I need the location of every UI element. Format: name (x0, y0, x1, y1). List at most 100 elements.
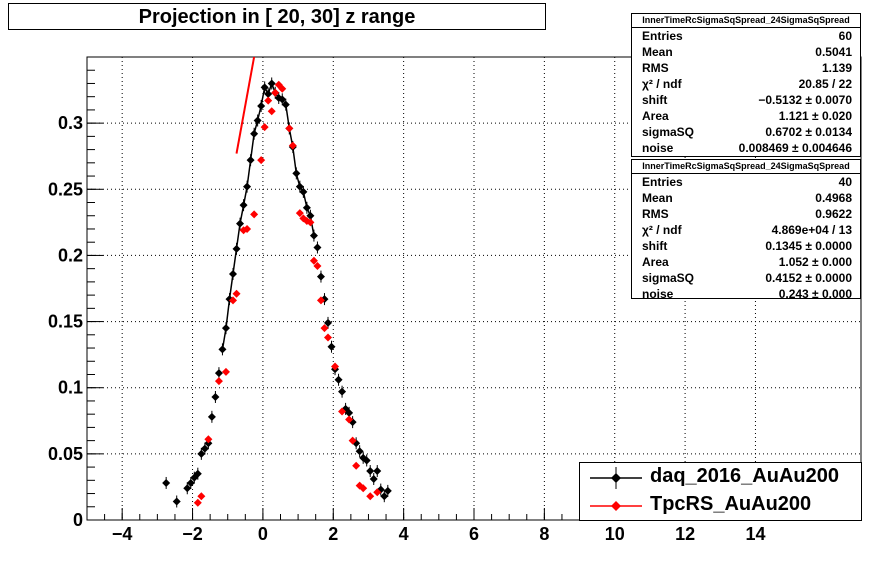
data-point (246, 156, 255, 165)
stats-value: 4.869e+04 / 13 (771, 223, 852, 237)
stats-value: 20.85 / 22 (798, 77, 852, 91)
data-point (299, 187, 308, 196)
data-point (366, 467, 375, 476)
data-point (193, 498, 202, 507)
stats-box-daq: InnerTimeRcSigmaSqSpread_24SigmaSqSpread… (631, 13, 861, 157)
data-point (197, 492, 206, 501)
stats-value: −0.5132 ± 0.0070 (758, 93, 852, 107)
stats-row: noise 0.243 ± 0.000 (632, 286, 860, 302)
y-axis: 0 0.05 0.1 0.15 0.2 0.25 0.3 (48, 56, 103, 530)
stats-header: InnerTimeRcSigmaSqSpread_24SigmaSqSpread (632, 14, 860, 28)
data-point (232, 289, 241, 298)
data-point (316, 296, 325, 305)
x-tick-label: 12 (675, 524, 695, 544)
data-point (302, 203, 311, 212)
stats-key: RMS (642, 207, 669, 221)
stats-key: Mean (642, 191, 673, 205)
legend-label-daq: daq_2016_AuAu200 (650, 465, 839, 487)
stats-key: Area (642, 109, 669, 123)
data-point (172, 497, 181, 506)
y-tick-label: 0 (73, 510, 83, 530)
data-point (214, 369, 223, 378)
data-point (278, 95, 287, 104)
stats-value: 1.121 ± 0.020 (778, 109, 852, 123)
stats-row: sigmaSQ 0.4152 ± 0.0000 (632, 270, 860, 286)
stats-value: 0.1345 ± 0.0000 (765, 239, 852, 253)
stats-header: InnerTimeRcSigmaSqSpread_24SigmaSqSpread (632, 160, 860, 174)
data-point (309, 231, 318, 240)
data-point (264, 90, 273, 99)
stats-value: 60 (838, 29, 852, 43)
data-point (383, 486, 392, 495)
data-point (352, 461, 361, 470)
data-point (366, 492, 375, 501)
data-point (218, 345, 227, 354)
data-point (162, 478, 171, 487)
data-point (243, 224, 252, 233)
stats-row: shift −0.5132 ± 0.0070 (632, 92, 860, 108)
stats-key: Entries (642, 175, 683, 189)
x-tick-label: 2 (328, 524, 338, 544)
data-point (334, 375, 343, 384)
stats-key: shift (642, 239, 668, 253)
stats-row: RMS 1.139 (632, 60, 860, 76)
data-point (271, 88, 280, 97)
stats-key: Entries (642, 29, 683, 43)
y-tick-label: 0.3 (58, 113, 83, 133)
x-tick-label: 6 (469, 524, 479, 544)
data-point (214, 377, 223, 386)
stats-row: RMS 0.9622 (632, 206, 860, 222)
stats-key: sigmaSQ (642, 271, 695, 285)
series-layer (162, 56, 392, 508)
stats-value: 0.5041 (815, 45, 852, 59)
legend-entry-tpcrs: TpcRS_AuAu200 (580, 492, 861, 520)
data-point (369, 474, 378, 483)
x-tick-label: 4 (399, 524, 409, 544)
data-point (229, 296, 238, 305)
data-point (331, 362, 340, 371)
stats-key: noise (642, 287, 674, 301)
stats-key: sigmaSQ (642, 125, 695, 139)
data-point (243, 182, 252, 191)
data-point (221, 367, 230, 376)
legend-marker-daq (590, 467, 642, 489)
stats-key: χ² / ndf (642, 223, 682, 237)
data-point (323, 333, 332, 342)
data-point (345, 408, 354, 417)
data-point (316, 272, 325, 281)
data-point (267, 107, 276, 116)
stats-value: 0.9622 (815, 207, 852, 221)
data-point (183, 484, 192, 493)
data-point (260, 123, 269, 132)
data-point (306, 218, 315, 227)
stats-row: Entries 40 (632, 174, 860, 190)
data-point (338, 387, 347, 396)
data-point (309, 256, 318, 265)
stats-row: noise 0.008469 ± 0.004646 (632, 140, 860, 156)
data-point (232, 244, 241, 253)
x-tick-label: 8 (539, 524, 549, 544)
data-point (373, 467, 382, 476)
data-point (327, 342, 336, 351)
data-point (186, 478, 195, 487)
y-tick-label: 0.15 (48, 312, 83, 332)
stats-row: Entries 60 (632, 28, 860, 44)
stats-value: 40 (838, 175, 852, 189)
data-point (295, 182, 304, 191)
data-point (288, 141, 297, 150)
data-point (239, 201, 248, 210)
data-point (281, 100, 290, 109)
data-point (253, 116, 262, 125)
data-point (257, 101, 266, 110)
data-point (338, 407, 347, 416)
data-point (207, 412, 216, 421)
stats-row: Area 1.052 ± 0.000 (632, 254, 860, 270)
data-point (250, 210, 259, 219)
stats-value: 1.052 ± 0.000 (778, 255, 852, 269)
data-point (345, 415, 354, 424)
x-tick-label: 10 (605, 524, 625, 544)
data-point (355, 447, 364, 456)
legend-entry-daq: daq_2016_AuAu200 (580, 464, 861, 492)
x-tick-label: 0 (258, 524, 268, 544)
